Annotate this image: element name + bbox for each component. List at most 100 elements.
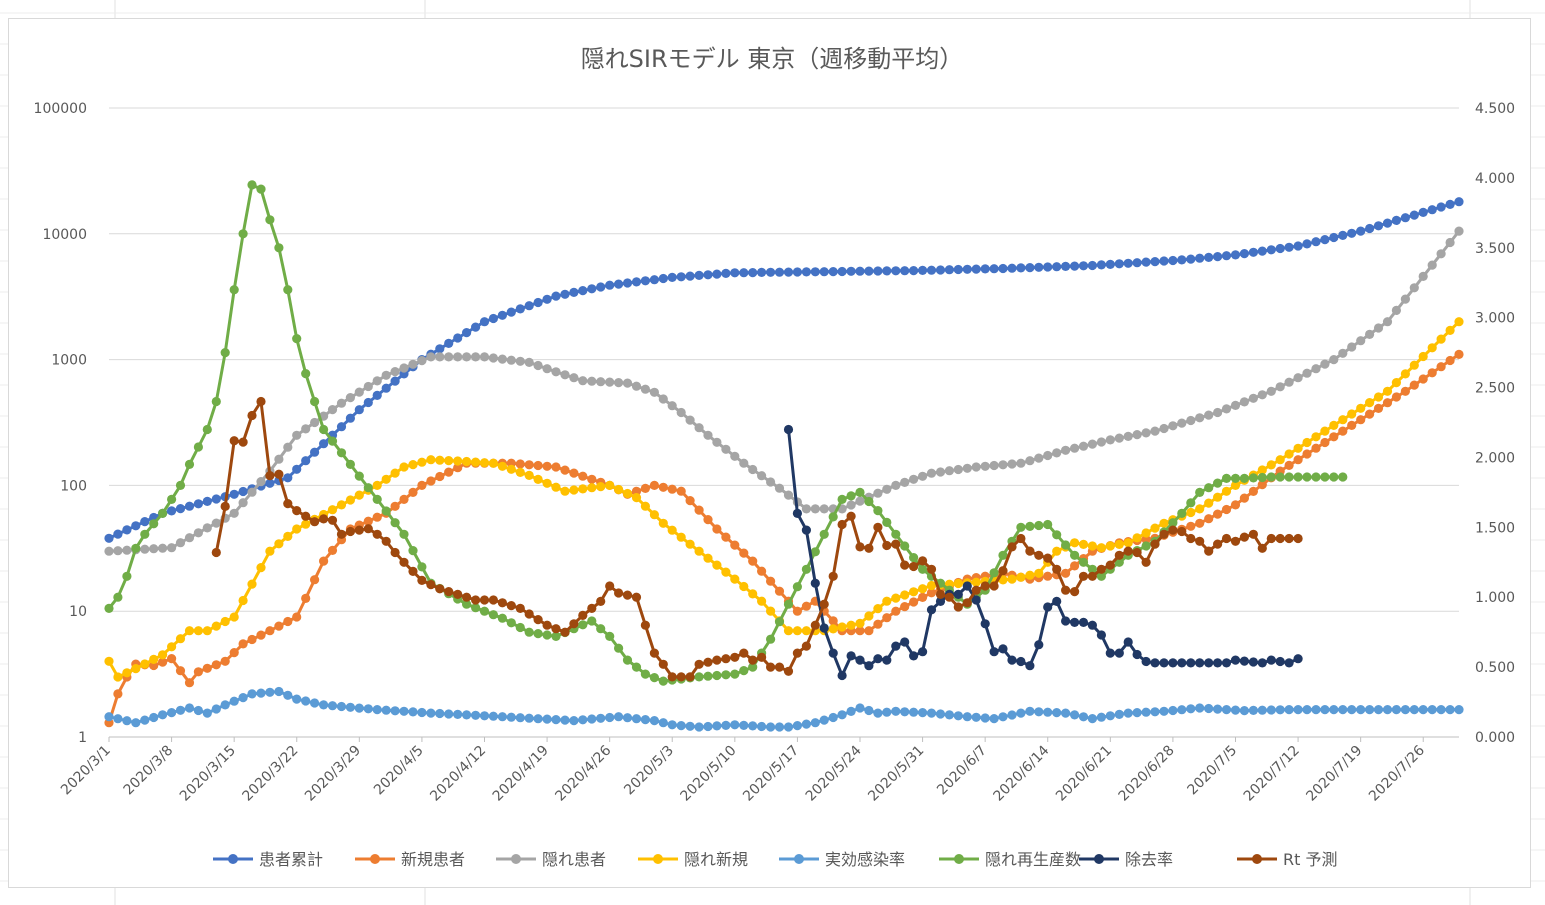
data-point: [1141, 656, 1151, 667]
chart-title: 隠れSIRモデル 東京（週移動平均）: [581, 45, 964, 73]
legend-item[interactable]: 新規患者: [355, 850, 465, 869]
legend-item[interactable]: 隠れ患者: [496, 850, 606, 869]
data-point: [605, 712, 615, 723]
data-point: [175, 634, 186, 644]
chart-area[interactable]: 隠れSIRモデル 東京（週移動平均） 1 10 100 1000 10000 100000 0…: [8, 18, 1531, 888]
data-point: [882, 707, 892, 717]
data-point: [891, 266, 901, 276]
data-point: [229, 508, 239, 518]
data-point: [1391, 215, 1401, 225]
data-point: [587, 284, 597, 294]
data-point: [1427, 705, 1437, 715]
data-point: [149, 519, 159, 529]
data-point: [587, 714, 597, 724]
data-point: [506, 601, 516, 611]
data-point: [1204, 514, 1214, 524]
data-point: [596, 377, 606, 387]
data-point: [167, 506, 177, 516]
data-point: [1418, 351, 1428, 362]
data-point: [417, 356, 427, 366]
data-point: [524, 609, 534, 619]
data-point: [962, 712, 972, 722]
data-point: [1141, 534, 1151, 545]
data-point: [1132, 547, 1142, 558]
data-point: [1400, 294, 1410, 304]
data-point: [926, 564, 937, 574]
data-point: [1418, 705, 1428, 715]
data-point: [810, 718, 820, 728]
data-point: [694, 672, 704, 682]
data-point: [587, 376, 597, 386]
data-point: [998, 644, 1008, 654]
data-point: [640, 715, 651, 725]
data-point: [1052, 596, 1062, 607]
data-point: [506, 355, 516, 365]
data-point: [1123, 546, 1133, 556]
data-point: [292, 524, 302, 534]
data-point: [837, 710, 847, 720]
data-point: [605, 377, 615, 387]
x-tick-label: 2020/4/19: [490, 743, 552, 805]
data-point: [1096, 712, 1106, 722]
data-point: [292, 612, 302, 622]
data-point: [1159, 529, 1169, 539]
data-point: [247, 410, 257, 421]
data-point: [158, 710, 168, 720]
data-point: [667, 525, 677, 535]
data-point: [1436, 334, 1446, 344]
data-point: [1105, 259, 1115, 269]
data-point: [444, 338, 454, 348]
data-point: [238, 229, 248, 239]
y-left-tick-label: 100000: [34, 101, 87, 117]
data-point: [891, 606, 901, 616]
data-point: [220, 501, 230, 511]
legend-item[interactable]: Rt 予測: [1237, 850, 1337, 869]
data-point: [140, 544, 150, 554]
data-point: [381, 705, 391, 715]
data-point: [703, 671, 713, 681]
data-point: [345, 393, 355, 403]
legend-item[interactable]: 除去率: [1079, 850, 1173, 869]
data-point: [1248, 247, 1258, 257]
legend-item[interactable]: 隠れ再生産数: [939, 850, 1081, 869]
y-left-tick-label: 1000: [51, 353, 87, 369]
data-point: [453, 709, 463, 720]
data-point: [569, 716, 579, 726]
legend-item[interactable]: 実効感染率: [779, 850, 905, 869]
data-point: [319, 556, 329, 566]
data-point: [1195, 487, 1205, 497]
data-point: [1061, 540, 1071, 550]
data-point: [327, 405, 338, 415]
data-point: [1230, 400, 1241, 410]
data-point: [640, 483, 651, 493]
data-point: [1373, 705, 1384, 715]
data-point: [104, 603, 114, 614]
data-point: [113, 529, 123, 539]
data-point: [229, 648, 239, 658]
data-point: [372, 390, 382, 400]
data-point: [605, 280, 615, 290]
legend-item[interactable]: 患者累計: [213, 850, 323, 869]
data-point: [1025, 456, 1035, 466]
data-point: [1320, 426, 1330, 436]
data-point: [873, 522, 883, 532]
data-point: [220, 700, 230, 710]
data-point: [1070, 538, 1080, 548]
data-point: [1150, 426, 1160, 436]
data-point: [721, 670, 731, 680]
data-point: [944, 466, 955, 476]
data-point: [417, 707, 427, 718]
data-point: [1070, 710, 1080, 720]
data-point: [1311, 472, 1321, 482]
legend-item[interactable]: 隠れ新規: [638, 850, 748, 869]
data-point: [935, 467, 946, 477]
data-point: [971, 712, 981, 722]
data-point: [748, 589, 758, 599]
data-point: [1043, 450, 1053, 461]
data-point: [712, 437, 722, 447]
data-point: [1409, 283, 1419, 293]
data-point: [488, 353, 498, 363]
data-point: [792, 267, 803, 277]
data-point: [1123, 708, 1133, 718]
data-point: [971, 577, 981, 587]
